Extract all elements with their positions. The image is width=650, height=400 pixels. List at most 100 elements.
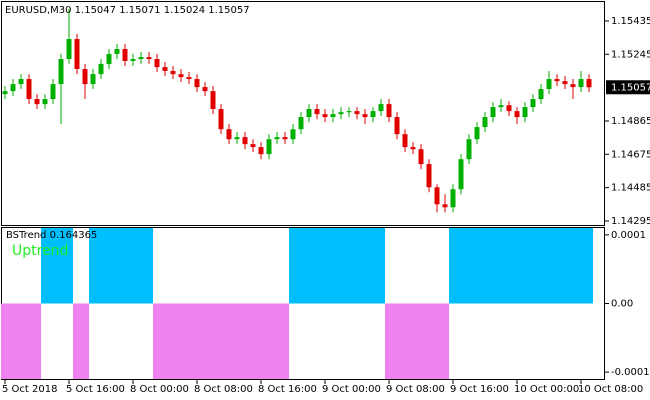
trend-bar (345, 228, 353, 304)
trend-bar (241, 303, 249, 379)
candle-body (146, 57, 152, 60)
y-tick-label: 1.14675 (611, 149, 650, 160)
candle-body (578, 79, 584, 88)
trend-bar (529, 228, 537, 304)
candle-body (82, 69, 88, 85)
plot-layer (1, 8, 593, 379)
trend-bar (273, 303, 281, 379)
trend-bar (513, 228, 521, 304)
candle-body (154, 59, 160, 68)
trend-bar (49, 228, 57, 304)
candle-body (434, 187, 440, 205)
trend-bar (553, 228, 561, 304)
trend-bar (113, 228, 121, 304)
candle-body (282, 137, 288, 140)
candle-body (218, 109, 224, 130)
y-tick-label: 0.00 (611, 299, 633, 310)
trend-bar (97, 228, 105, 304)
candle-body (58, 59, 64, 85)
trend-bar (265, 303, 273, 379)
candle-body (74, 39, 80, 70)
y-tick-label: 1.15435 (611, 16, 650, 27)
trend-bar (321, 228, 329, 304)
candle-body (482, 117, 488, 128)
candle-body (266, 139, 272, 155)
candle-body (226, 129, 232, 140)
trend-bar (417, 303, 425, 379)
candle-body (586, 79, 592, 88)
candle-body (274, 137, 280, 140)
candle-body (114, 49, 120, 54)
trend-bar (57, 228, 65, 304)
candle-body (522, 107, 528, 118)
y-tick-label: 1.14485 (611, 183, 650, 194)
candle-body (338, 112, 344, 115)
y-tick-label: 0.0001 (611, 230, 646, 241)
candle-body (178, 74, 184, 78)
candle-body (330, 114, 336, 118)
trend-bar (289, 228, 297, 304)
candle-body (378, 104, 384, 112)
candle-body (570, 84, 576, 88)
trend-bar (577, 228, 585, 304)
trend-bar (473, 228, 481, 304)
candle-body (386, 104, 392, 118)
candle-body (242, 137, 248, 145)
x-tick-label: 5 Oct 16:00 (66, 384, 125, 395)
chart-title: EURUSD,M30 1.15047 1.15071 1.15024 1.150… (5, 5, 250, 16)
candle-body (90, 74, 96, 85)
trend-bar (329, 228, 337, 304)
candle-body (170, 70, 176, 75)
trend-bar (257, 303, 265, 379)
candle-body (162, 67, 168, 71)
trend-bar (121, 228, 129, 304)
candle-body (2, 91, 8, 95)
x-tick-label: 8 Oct 08:00 (194, 384, 253, 395)
trend-bar (361, 228, 369, 304)
trend-bar (433, 303, 441, 379)
candle-body (130, 59, 136, 61)
trend-bar (161, 303, 169, 379)
trend-label: Uptrend (12, 243, 68, 259)
candle-body (258, 147, 264, 155)
candle-body (234, 137, 240, 140)
candle-body (50, 84, 56, 100)
trend-bar (145, 228, 153, 304)
trend-bar (489, 228, 497, 304)
trend-bar (313, 228, 321, 304)
candle-body (394, 117, 400, 135)
trend-bar (297, 228, 305, 304)
candle-body (138, 57, 144, 60)
trend-bar (25, 303, 33, 379)
candle-body (42, 99, 48, 105)
candle-body (354, 111, 360, 115)
indicator-title: BSTrend 0.164365 (6, 230, 97, 241)
candle-body (546, 79, 552, 90)
trend-bar (465, 228, 473, 304)
candle-body (362, 114, 368, 118)
x-tick-label: 9 Oct 16:00 (450, 384, 509, 395)
trend-bar (1, 303, 9, 379)
trend-bar (569, 228, 577, 304)
candle-body (298, 117, 304, 130)
price-label: 1.15057 (611, 82, 650, 93)
trend-bar (457, 228, 465, 304)
candle-body (370, 111, 376, 118)
candle-body (26, 79, 32, 100)
trend-bar (481, 228, 489, 304)
candle-body (490, 107, 496, 118)
candle-body (186, 77, 192, 80)
trend-bar (209, 303, 217, 379)
trend-bar (89, 228, 97, 304)
candle-body (314, 109, 320, 115)
y-tick-label: -0.0001 (611, 367, 650, 378)
candle-body (210, 91, 216, 110)
trend-bar (185, 303, 193, 379)
candle-body (426, 164, 432, 188)
y-tick-label: 1.14865 (611, 116, 650, 127)
candle-body (290, 129, 296, 140)
trend-bar (129, 228, 137, 304)
trend-bar (497, 228, 505, 304)
